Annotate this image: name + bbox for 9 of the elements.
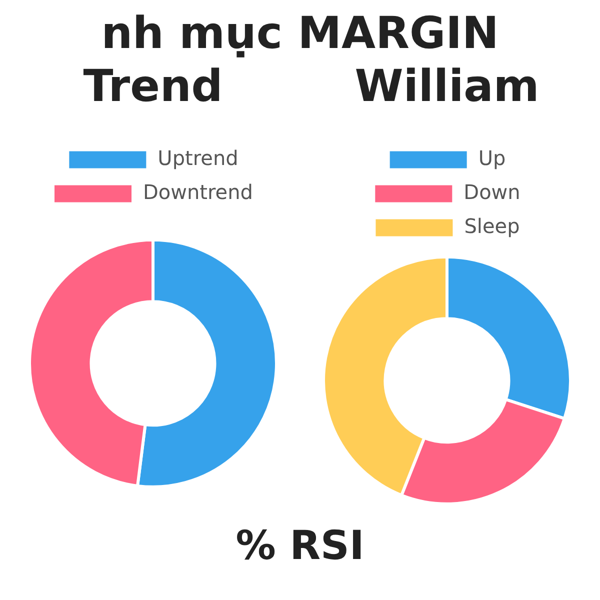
legend-label: Up — [478, 146, 506, 170]
legend-label: Down — [464, 180, 520, 204]
text: % RSI — [234, 523, 366, 569]
chart-title: William — [354, 60, 540, 112]
legend-label: Uptrend — [158, 146, 238, 170]
legend-label: Downtrend — [143, 180, 253, 204]
chart-title: Trend — [83, 60, 223, 112]
legend-label: Sleep — [464, 214, 520, 238]
text: nh mục MARGIN — [100, 8, 500, 59]
